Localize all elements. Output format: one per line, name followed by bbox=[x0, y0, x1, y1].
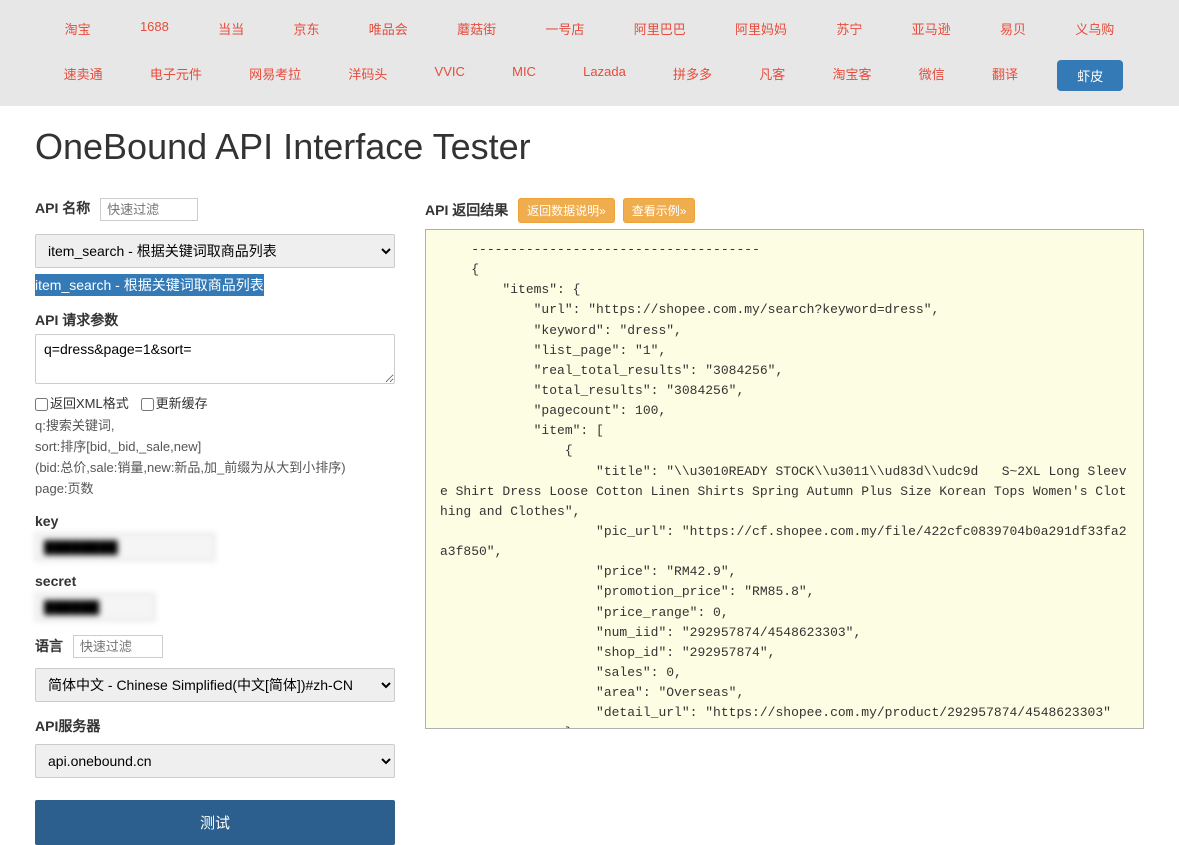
nav-item[interactable]: 网易考拉 bbox=[241, 60, 309, 91]
view-example-button[interactable]: 查看示例» bbox=[623, 198, 696, 223]
page-title: OneBound API Interface Tester bbox=[0, 106, 1179, 198]
lang-filter-input[interactable] bbox=[73, 635, 163, 658]
api-select[interactable]: item_search - 根据关键词取商品列表 bbox=[35, 234, 395, 268]
lang-select[interactable]: 简体中文 - Chinese Simplified(中文[简体])#zh-CN bbox=[35, 668, 395, 702]
right-panel: API 返回结果 返回数据说明» 查看示例» -----------------… bbox=[425, 198, 1144, 845]
lang-label: 语言 bbox=[35, 636, 63, 656]
nav-item[interactable]: 拼多多 bbox=[665, 60, 720, 91]
nav-item[interactable]: VVIC bbox=[427, 60, 473, 91]
nav-item[interactable]: 电子元件 bbox=[142, 60, 210, 91]
nav-item[interactable]: 一号店 bbox=[537, 15, 592, 42]
nav-item[interactable]: 虾皮 bbox=[1057, 60, 1123, 91]
lang-group: 语言 简体中文 - Chinese Simplified(中文[简体])#zh-… bbox=[35, 635, 395, 701]
nav-item[interactable]: 洋码头 bbox=[340, 60, 395, 91]
nav-item[interactable]: 京东 bbox=[285, 15, 327, 42]
api-name-group: API 名称 bbox=[35, 198, 395, 222]
nav-item[interactable]: 苏宁 bbox=[828, 15, 870, 42]
result-title: API 返回结果 bbox=[425, 202, 508, 218]
request-params-group: API 请求参数 返回XML格式 更新缓存 q:搜索关键词, sort:排序[b… bbox=[35, 310, 395, 499]
nav-item[interactable]: MIC bbox=[504, 60, 544, 91]
nav-row-1: 淘宝 1688 当当 京东 唯品会 蘑菇街 一号店 阿里巴巴 阿里妈妈 苏宁 亚马逊 易贝 义乌购 bbox=[0, 10, 1179, 47]
top-navigation: 淘宝 1688 当当 京东 唯品会 蘑菇街 一号店 阿里巴巴 阿里妈妈 苏宁 亚马逊 易贝 义乌购 速卖… bbox=[0, 0, 1179, 106]
cache-checkbox[interactable] bbox=[141, 398, 154, 411]
secret-input[interactable] bbox=[35, 593, 155, 621]
nav-item[interactable]: 1688 bbox=[132, 15, 177, 42]
left-panel: API 名称 item_search - 根据关键词取商品列表 item_sea… bbox=[35, 198, 395, 845]
xml-checkbox[interactable] bbox=[35, 398, 48, 411]
nav-item[interactable]: 蘑菇街 bbox=[449, 15, 504, 42]
nav-item[interactable]: 亚马逊 bbox=[904, 15, 959, 42]
key-input[interactable] bbox=[35, 533, 215, 561]
xml-checkbox-label[interactable]: 返回XML格式 bbox=[35, 396, 129, 411]
nav-item[interactable]: 微信 bbox=[911, 60, 953, 91]
main-container: API 名称 item_search - 根据关键词取商品列表 item_sea… bbox=[0, 198, 1179, 845]
nav-item[interactable]: 淘宝 bbox=[57, 15, 99, 42]
test-button[interactable]: 测试 bbox=[35, 800, 395, 845]
nav-item[interactable]: Lazada bbox=[575, 60, 634, 91]
nav-item[interactable]: 阿里妈妈 bbox=[727, 15, 795, 42]
secret-group: secret bbox=[35, 573, 395, 621]
nav-item[interactable]: 义乌购 bbox=[1067, 15, 1122, 42]
nav-item[interactable]: 凡客 bbox=[751, 60, 793, 91]
request-params-textarea[interactable] bbox=[35, 334, 395, 384]
data-desc-button[interactable]: 返回数据说明» bbox=[518, 198, 615, 223]
api-name-label: API 名称 bbox=[35, 198, 90, 218]
nav-item[interactable]: 阿里巴巴 bbox=[626, 15, 694, 42]
result-header: API 返回结果 返回数据说明» 查看示例» bbox=[425, 198, 1144, 223]
nav-item[interactable]: 当当 bbox=[210, 15, 252, 42]
nav-item[interactable]: 翻译 bbox=[984, 60, 1026, 91]
result-box[interactable]: ------------------------------------- { … bbox=[425, 229, 1144, 729]
checkbox-row: 返回XML格式 更新缓存 bbox=[35, 393, 395, 412]
server-group: API服务器 api.onebound.cn bbox=[35, 716, 395, 778]
hint-text: q:搜索关键词, sort:排序[bid,_bid,_sale,new] (bi… bbox=[35, 416, 395, 499]
request-params-label: API 请求参数 bbox=[35, 310, 118, 330]
api-highlight-text: item_search - 根据关键词取商品列表 bbox=[35, 274, 264, 296]
api-name-filter-input[interactable] bbox=[100, 198, 198, 221]
cache-checkbox-label[interactable]: 更新缓存 bbox=[141, 396, 208, 411]
nav-item[interactable]: 唯品会 bbox=[361, 15, 416, 42]
key-label: key bbox=[35, 513, 58, 529]
nav-item[interactable]: 淘宝客 bbox=[825, 60, 880, 91]
server-label: API服务器 bbox=[35, 716, 100, 736]
server-select[interactable]: api.onebound.cn bbox=[35, 744, 395, 778]
api-select-group: item_search - 根据关键词取商品列表 item_search - 根… bbox=[35, 234, 395, 296]
nav-item[interactable]: 易贝 bbox=[992, 15, 1034, 42]
secret-label: secret bbox=[35, 573, 76, 589]
nav-row-2: 速卖通电子元件网易考拉洋码头 VVIC MIC Lazada 拼多多凡客 淘宝客微信翻译虾… bbox=[0, 55, 1179, 96]
nav-item[interactable]: 速卖通 bbox=[56, 60, 111, 91]
key-group: key bbox=[35, 513, 395, 561]
